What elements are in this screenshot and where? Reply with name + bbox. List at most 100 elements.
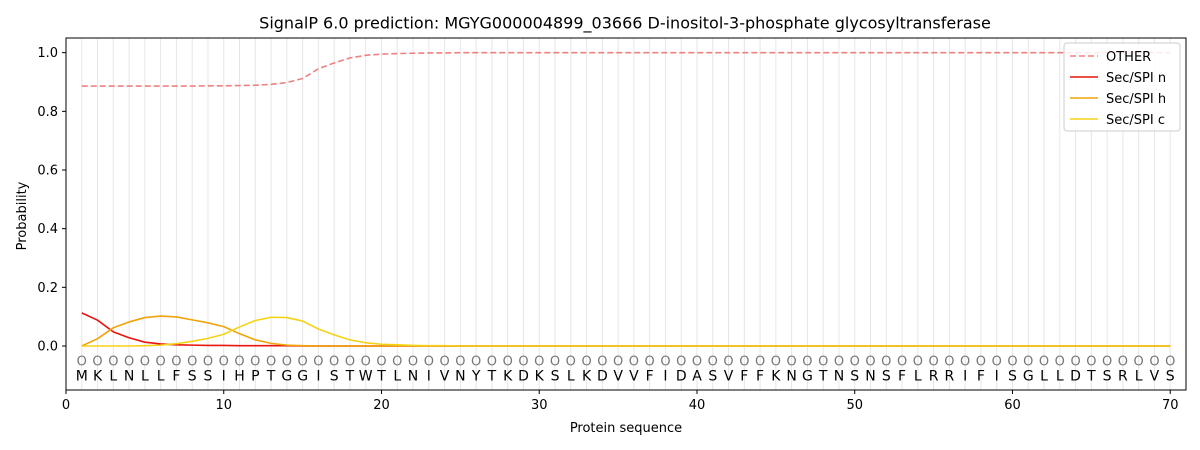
residue-label: T [266,368,276,384]
residue-label: L [1040,368,1048,384]
residue-label: S [708,368,717,384]
region-label: O [329,355,339,370]
residue-label: K [582,368,592,384]
legend: OTHER Sec/SPI n Sec/SPI h Sec/SPI c [1063,42,1181,132]
x-tick-label: 40 [689,398,706,413]
x-tick-label: 70 [1162,398,1179,413]
region-label: O [960,355,970,370]
region-label: O [692,355,702,370]
residue-label: S [850,368,859,384]
region-label: O [976,355,986,370]
residue-label: I [222,368,226,384]
region-label: O [250,355,260,370]
region-label: O [392,355,402,370]
residue-label: F [646,368,654,384]
region-label: O [613,355,623,370]
residue-label: S [882,368,891,384]
legend-label: Sec/SPI c [1106,113,1165,128]
region-label: O [471,355,481,370]
region-label: O [897,355,907,370]
residue-label: V [1150,368,1160,384]
region-label: O [1070,355,1080,370]
residue-label: T [345,368,355,384]
residue-label: F [756,368,764,384]
residue-label: S [551,368,560,384]
region-label: O [234,355,244,370]
residue-label: G [281,368,292,384]
x-axis-ticks: 0 10 20 30 40 50 60 70 [62,390,1179,413]
region-label: O [124,355,134,370]
residue-label: N [834,368,844,384]
region-label: O [1149,355,1159,370]
x-tick-label: 0 [62,398,70,413]
region-label: O [77,355,87,370]
residue-label: R [929,368,939,384]
region-label: O [581,355,591,370]
residue-label: N [408,368,418,384]
region-label: O [850,355,860,370]
residue-label: N [124,368,134,384]
series-lines [81,51,1171,347]
region-label: O [455,355,465,370]
region-label: O [928,355,938,370]
grid-lines [81,38,1171,390]
region-label: O [282,355,292,370]
legend-label: OTHER [1106,50,1151,65]
residue-label: D [1070,368,1081,384]
residue-label: S [1166,368,1175,384]
x-axis-label: Protein sequence [570,421,682,436]
y-tick-label: 1.0 [37,46,58,61]
region-label: O [802,355,812,370]
region-label: O [566,355,576,370]
residue-label: G [1023,368,1034,384]
region-label: O [439,355,449,370]
residue-label: S [330,368,339,384]
residue-label: N [455,368,465,384]
region-label: O [1102,355,1112,370]
residue-label: L [567,368,575,384]
residue-label: L [141,368,149,384]
region-label: O [629,355,639,370]
region-label: O [408,355,418,370]
region-label: O [865,355,875,370]
region-label: O [1055,355,1065,370]
residue-label: K [771,368,781,384]
x-tick-label: 30 [531,398,548,413]
legend-label: Sec/SPI n [1106,71,1166,86]
residue-label: K [503,368,513,384]
region-label: O [219,355,229,370]
region-label: O [708,355,718,370]
residue-label: V [724,368,734,384]
residue-label: I [963,368,967,384]
residue-label: F [977,368,985,384]
residue-label: D [597,368,608,384]
residue-label: T [487,368,497,384]
residue-label: R [945,368,955,384]
region-label: O [1023,355,1033,370]
residue-label: V [613,368,623,384]
residue-label: I [995,368,999,384]
region-label: O [1007,355,1017,370]
residue-label: A [692,368,702,384]
residue-label: I [427,368,431,384]
region-label: O [818,355,828,370]
residue-label: S [188,368,197,384]
region-label: O [140,355,150,370]
region-label: O [1118,355,1128,370]
residue-label: P [251,368,259,384]
region-label: O [313,355,323,370]
residue-label: G [802,368,813,384]
plot-frame [65,37,1187,391]
y-axis-ticks: 0.0 0.2 0.4 0.6 0.8 1.0 [37,46,66,355]
region-label: O [1165,355,1175,370]
legend-label: Sec/SPI h [1106,92,1166,107]
residue-label: N [786,368,796,384]
region-label: O [771,355,781,370]
region-label: O [424,355,434,370]
region-label: O [518,355,528,370]
region-label: O [787,355,797,370]
series-line-sec-spi-n [81,312,1171,347]
